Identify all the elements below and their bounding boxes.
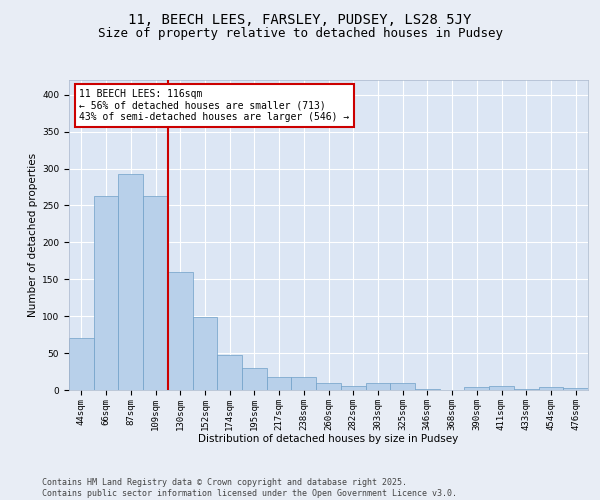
Bar <box>539 387 563 390</box>
Bar <box>292 378 316 390</box>
Bar <box>217 356 242 390</box>
Bar <box>563 388 588 390</box>
Bar <box>341 386 365 390</box>
Bar <box>193 317 217 390</box>
Text: Size of property relative to detached houses in Pudsey: Size of property relative to detached ho… <box>97 28 503 40</box>
Bar <box>168 272 193 390</box>
Y-axis label: Number of detached properties: Number of detached properties <box>28 153 38 317</box>
Bar <box>143 196 168 390</box>
Bar <box>118 174 143 390</box>
Bar <box>94 196 118 390</box>
Bar <box>390 384 415 390</box>
Bar <box>242 368 267 390</box>
Text: 11, BEECH LEES, FARSLEY, PUDSEY, LS28 5JY: 11, BEECH LEES, FARSLEY, PUDSEY, LS28 5J… <box>128 12 472 26</box>
Bar <box>365 384 390 390</box>
Bar <box>464 387 489 390</box>
Bar <box>489 386 514 390</box>
X-axis label: Distribution of detached houses by size in Pudsey: Distribution of detached houses by size … <box>199 434 458 444</box>
Text: Contains HM Land Registry data © Crown copyright and database right 2025.
Contai: Contains HM Land Registry data © Crown c… <box>42 478 457 498</box>
Text: 11 BEECH LEES: 116sqm
← 56% of detached houses are smaller (713)
43% of semi-det: 11 BEECH LEES: 116sqm ← 56% of detached … <box>79 90 350 122</box>
Bar <box>316 384 341 390</box>
Bar <box>267 378 292 390</box>
Bar <box>69 338 94 390</box>
